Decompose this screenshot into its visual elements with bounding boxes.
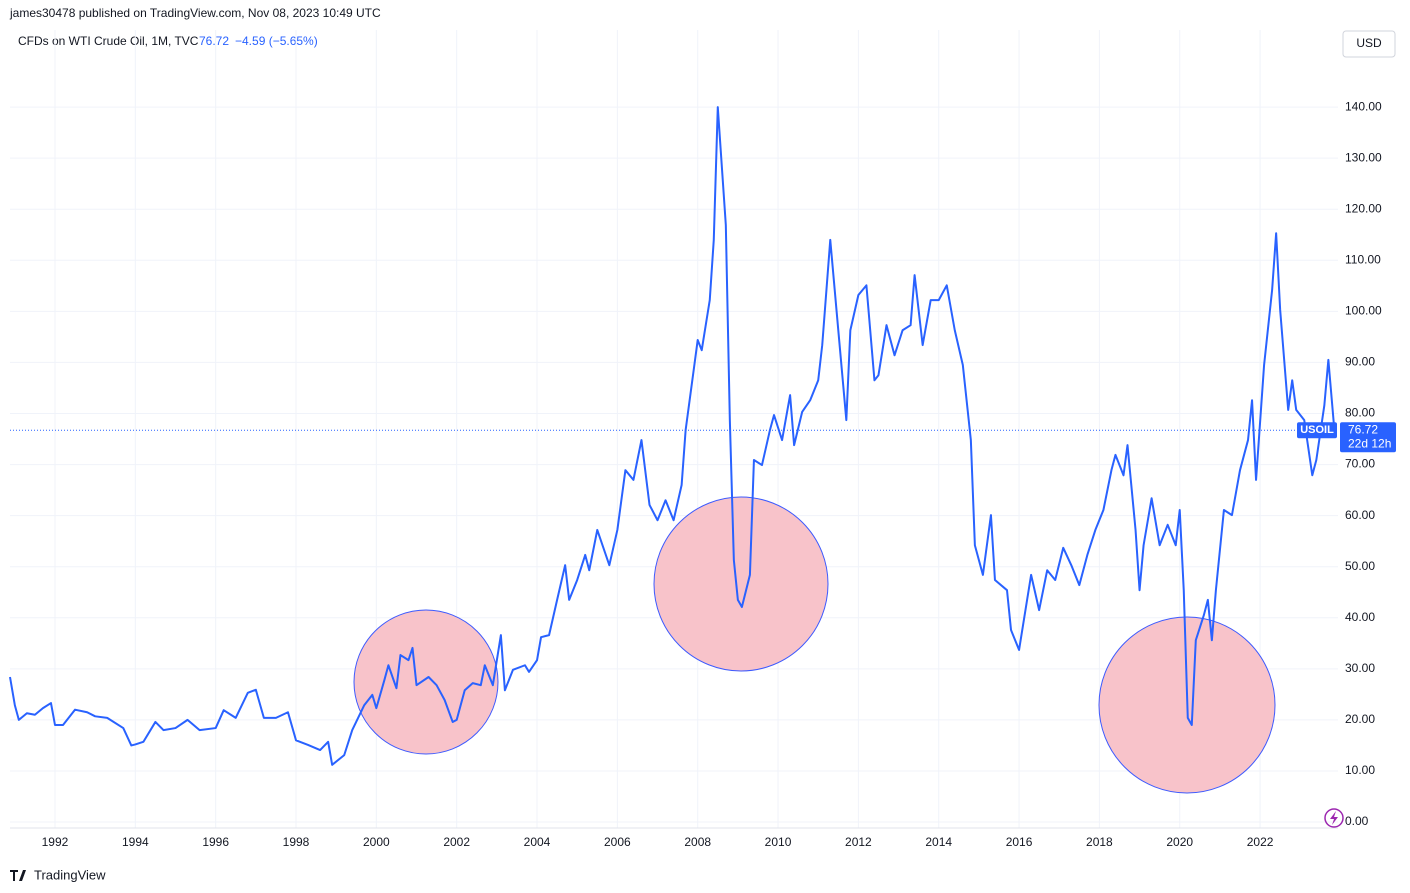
price-badge — [1340, 422, 1396, 453]
logo-mark — [10, 870, 26, 881]
x-tick-label: 1992 — [42, 835, 69, 849]
icon-ring[interactable] — [1324, 808, 1344, 828]
x-tick-label: 2012 — [845, 835, 872, 849]
x-tick-label: 2016 — [1006, 835, 1033, 849]
footer: TradingView — [34, 867, 106, 882]
price-badge-countdown: 22d 12h — [1348, 436, 1391, 450]
y-tick-label: 120.00 — [1345, 201, 1382, 215]
currency[interactable]: USD — [1356, 36, 1382, 50]
publisher: james30478 published on TradingView.com,… — [9, 6, 381, 20]
logo: TradingView — [10, 867, 106, 882]
icon-bolt[interactable] — [1330, 811, 1338, 825]
x-tick-label: 1998 — [283, 835, 310, 849]
y-tick-label: 0.00 — [1345, 814, 1369, 828]
symbol: CFDs on WTI Crude Oil, 1M, TVC — [18, 34, 199, 48]
last-price: 76.72 — [199, 34, 229, 48]
y-tick-label: 60.00 — [1345, 508, 1375, 522]
y-tick-label: 20.00 — [1345, 712, 1375, 726]
x-tick-label: 1996 — [202, 835, 229, 849]
highlight-circle — [653, 496, 829, 672]
x-tick-label: 2022 — [1247, 835, 1274, 849]
price-badge-value: 76.72 — [1348, 422, 1378, 436]
plot — [9, 106, 1338, 766]
y-tick-label: 10.00 — [1345, 763, 1375, 777]
y-tick-label: 70.00 — [1345, 457, 1375, 471]
y-tick-label: 50.00 — [1345, 559, 1375, 573]
x-tick-label: 2010 — [765, 835, 792, 849]
symbol-badge — [1297, 422, 1337, 439]
y-tick-label: 30.00 — [1345, 661, 1375, 675]
currency-box[interactable] — [1342, 30, 1396, 58]
y-tick-label: 110.00 — [1345, 252, 1381, 266]
y-tick-label: 40.00 — [1345, 610, 1375, 624]
x-tick-label: 2014 — [925, 835, 952, 849]
highlight-circle — [353, 609, 499, 755]
x-tick-label: 2000 — [363, 835, 390, 849]
x-tick-label: 2006 — [604, 835, 631, 849]
y-tick-label: 90.00 — [1345, 355, 1375, 369]
price-line — [9, 106, 1336, 766]
x-tick-label: 2020 — [1166, 835, 1193, 849]
x-tick-label: 2002 — [443, 835, 470, 849]
flash-icon[interactable] — [1324, 808, 1344, 828]
y-tick-label: 100.00 — [1345, 304, 1382, 318]
y-tick-label: 140.00 — [1345, 99, 1382, 113]
symbol-badge-label: USOIL — [1300, 424, 1334, 436]
y-tick-label: 80.00 — [1345, 406, 1375, 420]
price-change: −4.59 (−5.65%) — [235, 34, 318, 48]
x-tick-label: 1994 — [122, 835, 149, 849]
x-tick-label: 2004 — [524, 835, 551, 849]
y-tick-label: 130.00 — [1345, 150, 1382, 164]
x-tick-label: 2018 — [1086, 835, 1113, 849]
x-tick-label: 2008 — [684, 835, 711, 849]
